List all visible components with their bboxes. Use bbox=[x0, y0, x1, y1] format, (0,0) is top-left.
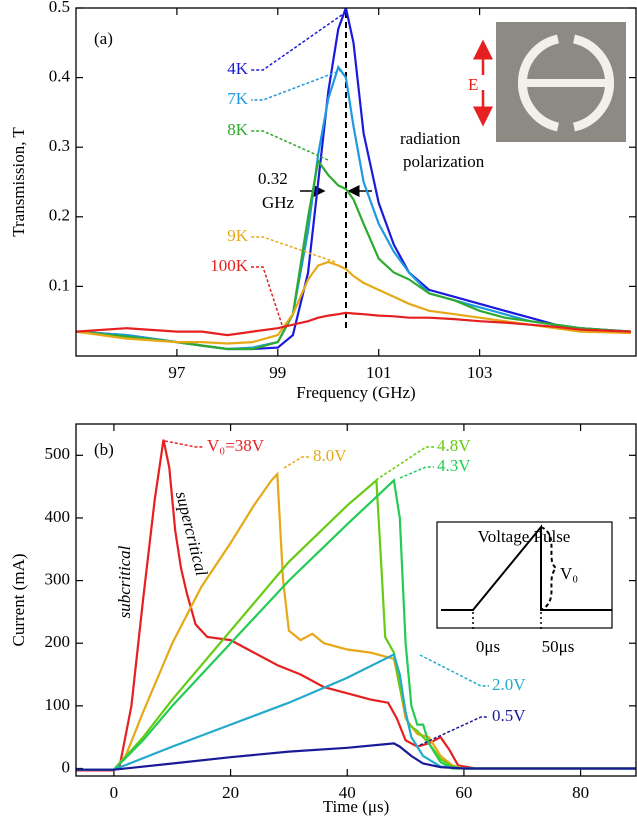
annotation: supercritical bbox=[172, 489, 211, 578]
x-axis-label: Time (μs) bbox=[323, 797, 390, 816]
annotation: subcritical bbox=[115, 545, 134, 618]
legend-label: 8.0V bbox=[313, 446, 347, 465]
annotation: (b) bbox=[94, 440, 114, 459]
plot-frame bbox=[75, 423, 637, 777]
data-line bbox=[76, 478, 636, 771]
annotation: Voltage Pulse bbox=[478, 527, 571, 546]
y-tick-label: 0.3 bbox=[49, 136, 70, 155]
y-tick-label: 200 bbox=[45, 632, 71, 651]
y-tick-label: 0.5 bbox=[49, 0, 70, 16]
legend-leader bbox=[164, 440, 204, 448]
legend-label: 4.8V bbox=[437, 436, 471, 455]
y-tick-label: 0 bbox=[62, 757, 71, 776]
inset-pulse bbox=[436, 521, 613, 632]
inset-photo bbox=[496, 22, 626, 142]
legend-leader bbox=[251, 236, 336, 263]
legend-label: 4.3V bbox=[437, 456, 471, 475]
plot-frame bbox=[75, 7, 637, 357]
annotation: 50μs bbox=[542, 637, 575, 656]
y-tick-label: 500 bbox=[45, 444, 71, 463]
legend-label: 0.5V bbox=[492, 706, 526, 725]
x-tick-label: 0 bbox=[110, 783, 119, 802]
y-tick-label: 300 bbox=[45, 569, 71, 588]
annotation: E bbox=[468, 75, 478, 94]
legend-leader bbox=[251, 11, 347, 71]
data-line bbox=[76, 158, 632, 351]
annotation: 0.32 bbox=[258, 169, 288, 188]
x-tick-label: 40 bbox=[339, 783, 356, 802]
legend-leader bbox=[251, 69, 343, 101]
legend-leader bbox=[419, 654, 489, 687]
y-tick-label: 0.4 bbox=[49, 67, 71, 86]
data-line bbox=[76, 742, 636, 771]
x-tick-label: 103 bbox=[467, 363, 493, 382]
annotation: V₀ bbox=[560, 564, 578, 583]
x-tick-label: 99 bbox=[269, 363, 286, 382]
legend-leader bbox=[251, 266, 283, 326]
y-tick-label: 0.1 bbox=[49, 275, 70, 294]
legend-leader bbox=[375, 446, 434, 481]
y-tick-label: 100 bbox=[45, 695, 71, 714]
x-tick-label: 80 bbox=[572, 783, 589, 802]
x-tick-label: 97 bbox=[168, 363, 186, 382]
legend-leader bbox=[251, 130, 329, 161]
legend-label: 4K bbox=[227, 59, 249, 78]
legend-label: 7K bbox=[227, 89, 249, 108]
data-line bbox=[76, 311, 632, 337]
annotation: radiation bbox=[400, 129, 461, 148]
legend-label: 2.0V bbox=[492, 675, 526, 694]
legend-leader bbox=[399, 466, 434, 479]
data-line bbox=[76, 260, 632, 345]
y-tick-label: 0.2 bbox=[49, 206, 70, 225]
data-line bbox=[76, 652, 636, 771]
y-axis-label: Transmission, T bbox=[9, 127, 28, 237]
legend-label: 8K bbox=[227, 120, 249, 139]
y-tick-label: 400 bbox=[45, 507, 71, 526]
y-axis-label: Current (mA) bbox=[9, 553, 28, 646]
x-tick-label: 20 bbox=[222, 783, 239, 802]
legend-label: 9K bbox=[227, 226, 249, 245]
data-line bbox=[76, 478, 636, 771]
annotation: 0μs bbox=[476, 637, 500, 656]
x-tick-label: 60 bbox=[455, 783, 472, 802]
annotation: (a) bbox=[94, 29, 113, 48]
annotation: GHz bbox=[262, 193, 295, 212]
legend-label: V₀=38V bbox=[207, 436, 265, 455]
legend-leader bbox=[419, 716, 489, 746]
legend-leader bbox=[283, 456, 310, 469]
x-axis-label: Frequency (GHz) bbox=[296, 383, 415, 402]
legend-label: 100K bbox=[210, 256, 249, 275]
x-tick-label: 101 bbox=[366, 363, 392, 382]
annotation: polarization bbox=[403, 152, 485, 171]
